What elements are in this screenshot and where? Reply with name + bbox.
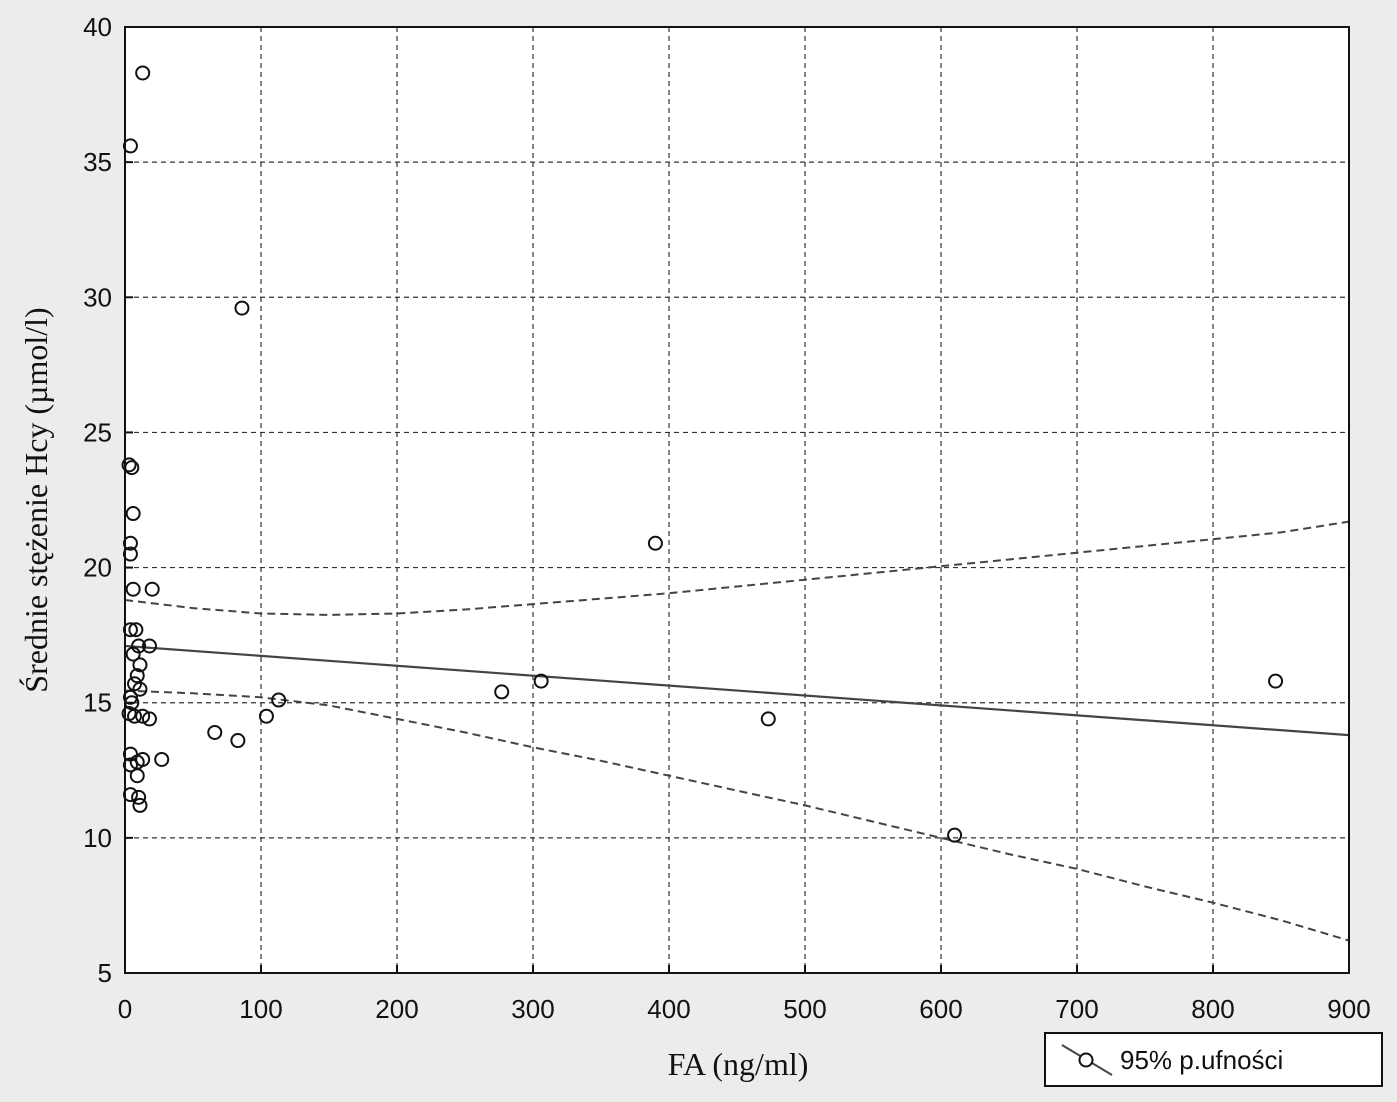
y-tick-label: 35 [83, 147, 112, 177]
data-point [125, 506, 141, 522]
ci-upper-line [124, 520, 1350, 616]
data-point [533, 673, 549, 689]
data-point [122, 622, 138, 638]
data-point [121, 457, 137, 473]
x-axis-ticks: 0 100 200 300 400 500 600 700 800 900 [118, 965, 1371, 1024]
y-tick-label: 20 [83, 553, 112, 583]
plot-frame [124, 26, 1350, 974]
data-point [144, 581, 160, 597]
confidence-bands [124, 520, 1350, 942]
data-point [132, 657, 148, 673]
data-point [230, 733, 246, 749]
data-point [135, 708, 151, 724]
data-point [1268, 673, 1284, 689]
x-tick-label: 900 [1327, 994, 1370, 1024]
data-point [122, 546, 138, 562]
data-point [129, 768, 145, 784]
x-tick-label: 400 [647, 994, 690, 1024]
legend-label: 95% p.ufności [1120, 1045, 1283, 1075]
data-point [128, 622, 144, 638]
y-axis-title: Średnie stężenie Hcy (µmol/l) [18, 307, 54, 692]
data-point [271, 692, 287, 708]
data-point [947, 827, 963, 843]
data-point [132, 797, 148, 813]
legend-box [1044, 1032, 1383, 1087]
data-point [122, 138, 138, 154]
data-point [129, 668, 145, 684]
x-tick-label: 300 [511, 994, 554, 1024]
x-tick-label: 0 [118, 994, 132, 1024]
ci-lower-line [124, 689, 1350, 942]
x-axis-title: FA (ng/ml) [668, 1046, 809, 1082]
data-point [141, 638, 157, 654]
data-point [125, 581, 141, 597]
x-tick-label: 800 [1191, 994, 1234, 1024]
data-point [141, 711, 157, 727]
y-axis-ticks: 5 10 15 20 25 30 35 40 [83, 12, 133, 988]
legend: 95% p.ufności [1044, 1032, 1383, 1087]
legend-marker-icon [1078, 1052, 1094, 1068]
data-point [207, 724, 223, 740]
data-point [258, 708, 274, 724]
x-tick-label: 600 [919, 994, 962, 1024]
data-point [122, 787, 138, 803]
data-point [131, 789, 147, 805]
regression-line [124, 644, 1350, 737]
y-tick-label: 15 [83, 688, 112, 718]
y-tick-label: 25 [83, 417, 112, 447]
y-tick-label: 30 [83, 282, 112, 312]
regression-line-group [124, 644, 1350, 737]
data-point [647, 535, 663, 551]
x-tick-label: 500 [783, 994, 826, 1024]
y-tick-label: 5 [98, 958, 112, 988]
x-tick-label: 200 [375, 994, 418, 1024]
data-point [122, 535, 138, 551]
data-point [135, 751, 151, 767]
grid-lines [125, 27, 1349, 973]
x-tick-label: 700 [1055, 994, 1098, 1024]
data-point [127, 708, 143, 724]
data-point [234, 300, 250, 316]
plot-area [125, 27, 1349, 973]
data-point [760, 711, 776, 727]
y-tick-label: 40 [83, 12, 112, 42]
data-point [135, 65, 151, 81]
y-tick-label: 10 [83, 823, 112, 853]
data-point [132, 681, 148, 697]
x-tick-label: 100 [239, 994, 282, 1024]
data-point [125, 646, 141, 662]
data-point [154, 751, 170, 767]
data-point [494, 684, 510, 700]
data-point [122, 757, 138, 773]
